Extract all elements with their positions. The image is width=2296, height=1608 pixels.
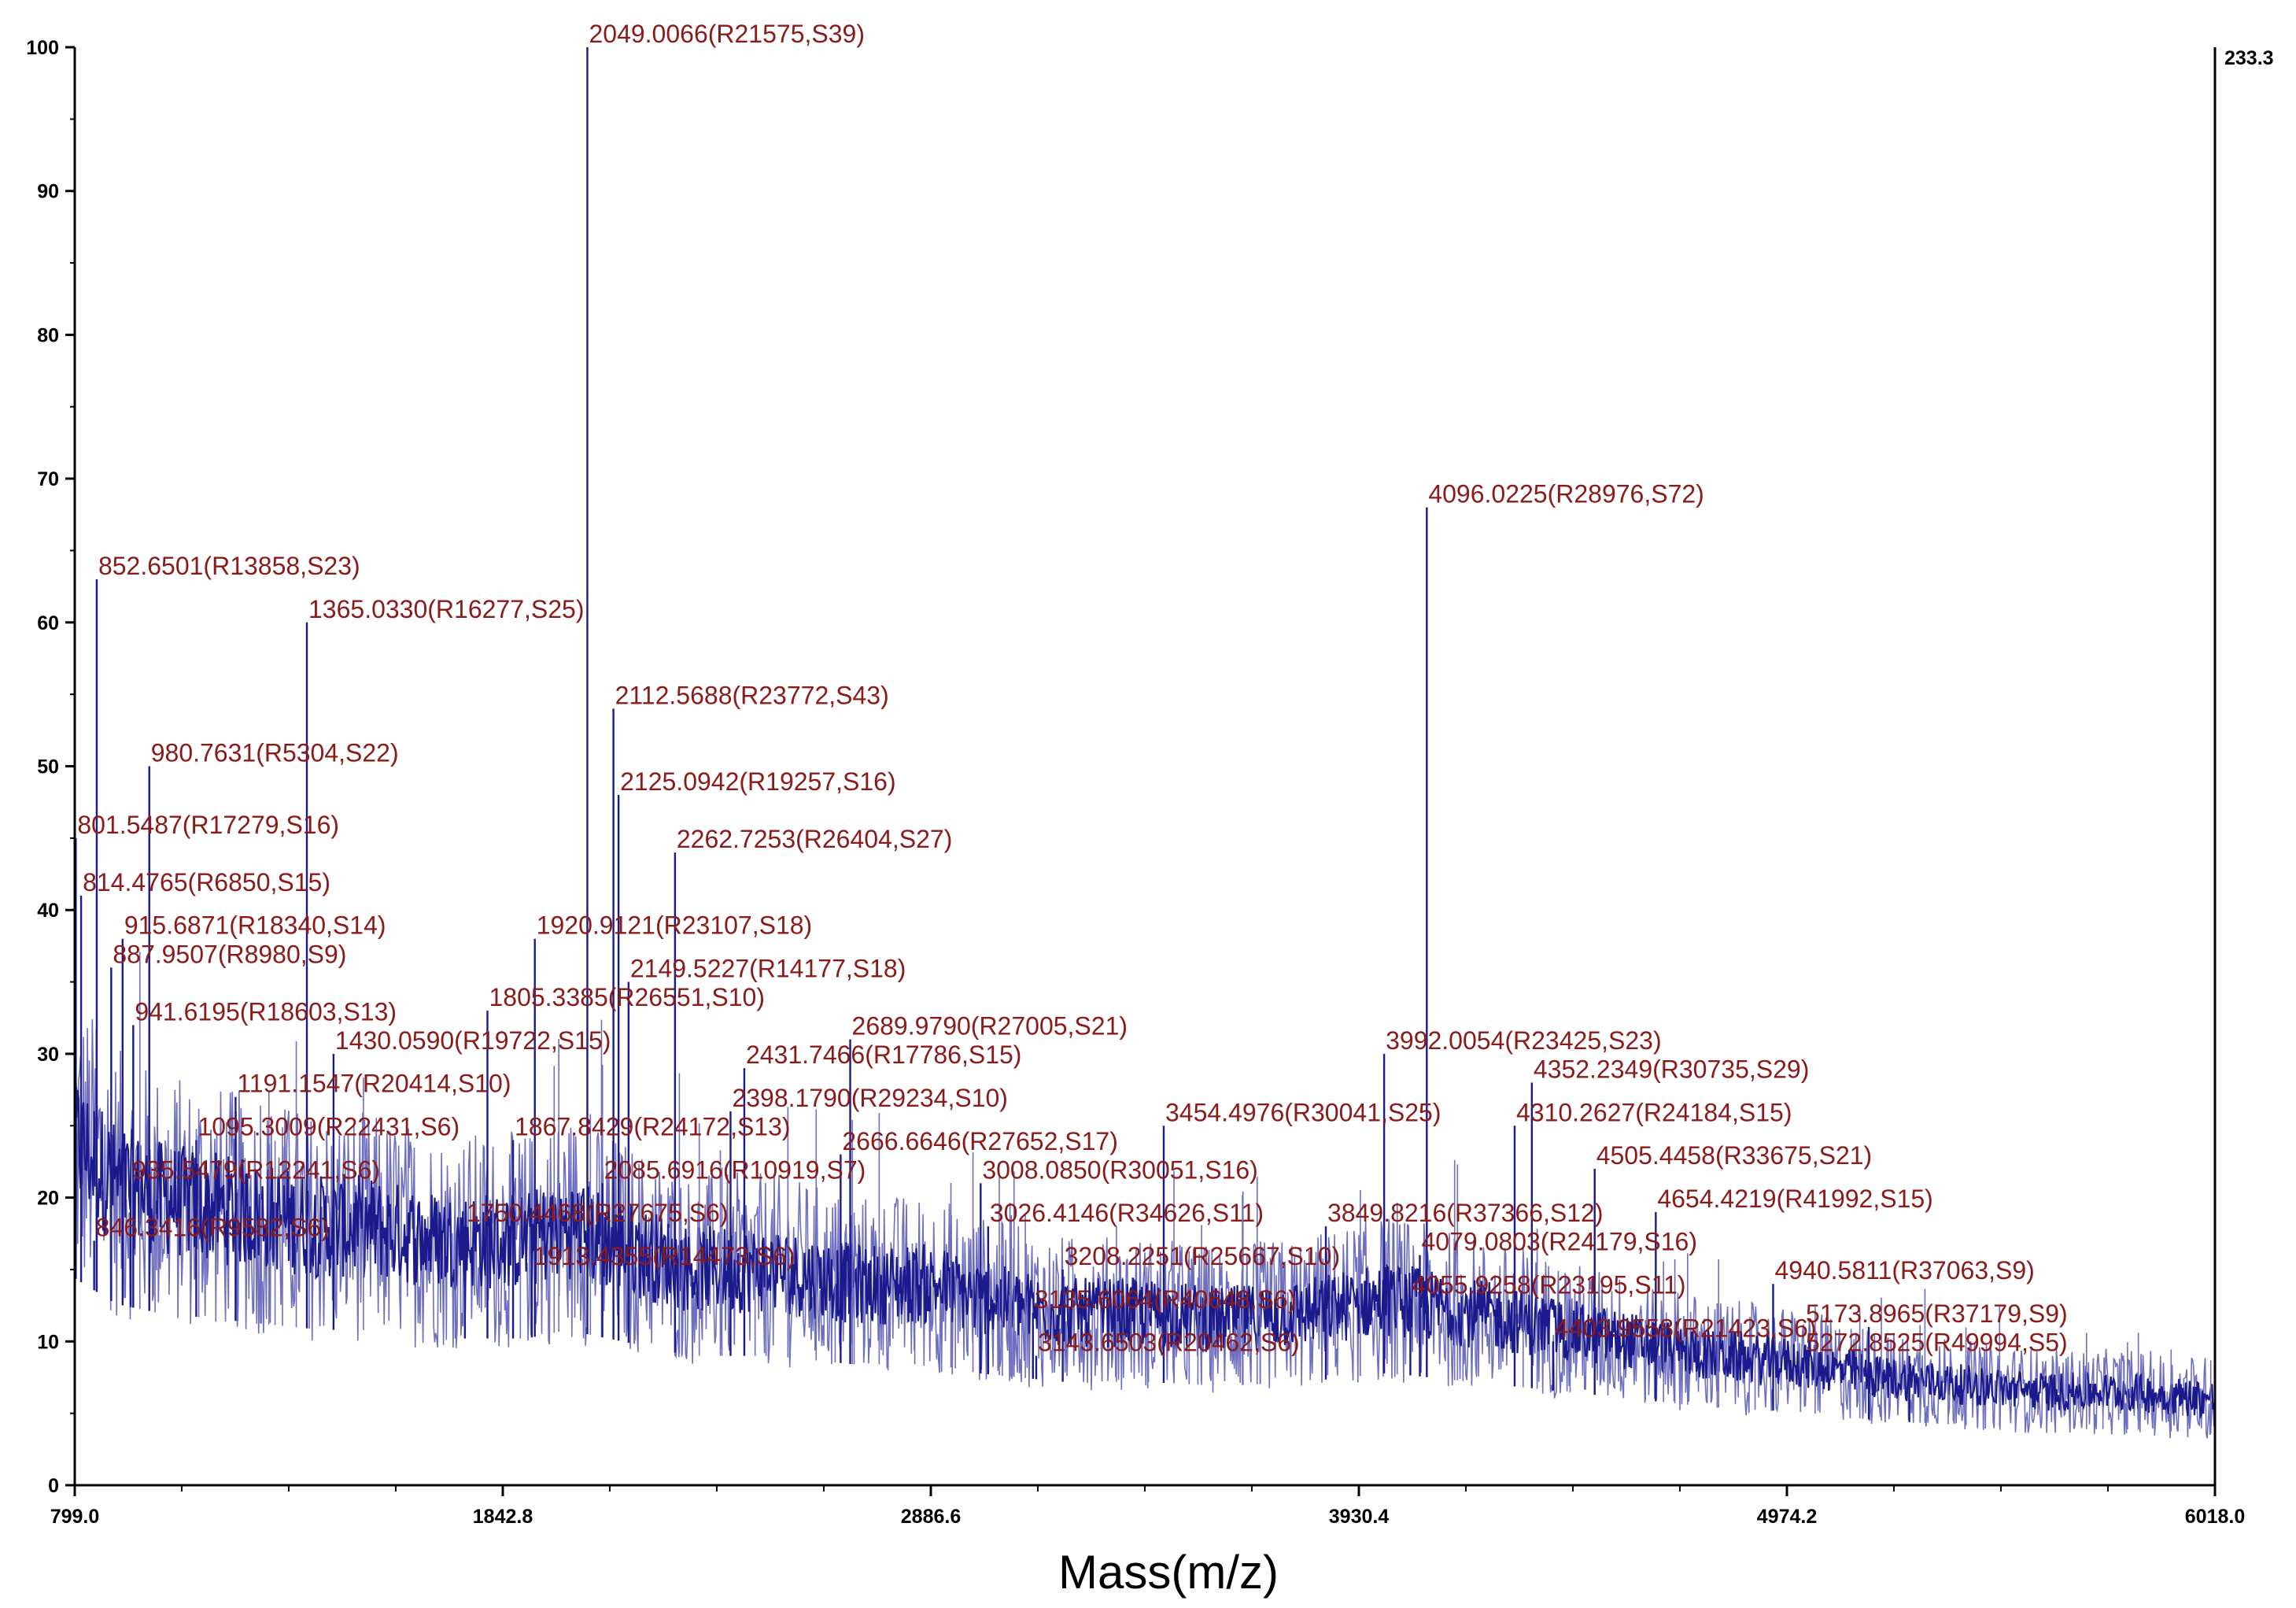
peak-label: 3208.2251(R25667,S10)	[1065, 1242, 1341, 1270]
peak-label: 3135.6064(R40648,S6)	[1035, 1285, 1297, 1314]
peak-label: 852.6501(R13858,S23)	[98, 552, 360, 580]
y-tick-label: 30	[37, 1044, 59, 1066]
spectrum-trace-dark	[73, 1071, 2217, 1420]
peak-label: 2666.6646(R27652,S17)	[842, 1127, 1118, 1155]
x-tick-label: 4974.2	[1757, 1506, 1817, 1528]
x-tick-label: 2886.6	[901, 1506, 961, 1528]
y-tick-label: 0	[48, 1475, 59, 1497]
x-tick-label: 799.0	[50, 1506, 100, 1528]
peak-label: 1750.4468(R27675,S6)	[467, 1199, 729, 1227]
peak-label: 1095.3009(R22431,S6)	[197, 1113, 460, 1141]
peak-label: 2125.0942(R19257,S16)	[620, 767, 896, 796]
peak-label: 915.6871(R18340,S14)	[124, 911, 386, 940]
peak-labels: 801.5487(R17279,S16) 814.4765(R6850,S15) 8…	[77, 20, 2067, 1357]
peak-label: 941.6195(R18603,S13)	[135, 997, 397, 1026]
y-ticks: 0 10 20 30 40 50 60 70 80 90 100	[26, 37, 75, 1497]
peak-label: 1920.9121(R23107,S18)	[537, 911, 813, 940]
peak-label: 2112.5688(R23772,S43)	[615, 681, 889, 709]
peak-label: 2049.0066(R21575,S39)	[589, 20, 865, 48]
peak-label: 5173.8965(R37179,S9)	[1806, 1299, 2068, 1328]
y-tick-label: 80	[37, 324, 59, 346]
peak-label: 4505.4458(R33675,S21)	[1596, 1141, 1873, 1170]
peak-label: 935.5479(R12241,S6)	[132, 1155, 380, 1184]
peak-label: 1867.8429(R24172,S13)	[515, 1113, 791, 1141]
peak-label: 3454.4976(R30041,S25)	[1165, 1098, 1441, 1126]
peak-label: 1805.3385(R26551,S10)	[489, 983, 765, 1011]
peak-label: 3008.0850(R30051,S16)	[982, 1155, 1258, 1184]
x-tick-label: 1842.8	[473, 1506, 533, 1528]
peak-label: 846.3416(R9582,S6)	[96, 1213, 330, 1241]
peak-label: 4352.2349(R30735,S29)	[1534, 1055, 1809, 1083]
peak-label: 3143.6503(R20462,S6)	[1038, 1329, 1300, 1357]
peak-label: 1430.0590(R19722,S15)	[335, 1026, 611, 1055]
peak-label: 3026.4146(R34626,S11)	[990, 1199, 1264, 1227]
peak-label: 2398.1790(R29234,S10)	[732, 1084, 1008, 1112]
peak-label: 814.4765(R6850,S15)	[83, 868, 330, 896]
peak-label: 4310.2627(R24184,S15)	[1516, 1098, 1792, 1126]
y-tick-label: 60	[37, 612, 59, 634]
peak-label: 1913.4355(R14473,S6)	[533, 1242, 795, 1270]
peak-label: 4096.0225(R28976,S72)	[1428, 480, 1704, 508]
x-tick-label: 3930.4	[1329, 1506, 1390, 1528]
peak-label: 2149.5227(R14177,S18)	[630, 955, 906, 983]
peak-label: 2262.7253(R26404,S27)	[677, 825, 952, 853]
spectrum-plot-area	[73, 47, 2217, 1439]
y-tick-label: 40	[37, 900, 59, 922]
x-axis-title: Mass(m/z)	[1058, 1546, 1279, 1599]
peak-label: 4403.9558(R21423,S6)	[1555, 1314, 1817, 1342]
y-tick-label: 20	[37, 1188, 59, 1210]
peak-label: 1191.1547(R20414,S10)	[237, 1070, 511, 1098]
peak-label: 3992.0054(R23425,S23)	[1386, 1026, 1661, 1055]
peak-label: 1365.0330(R16277,S25)	[308, 595, 585, 623]
peak-label: 5272.8525(R49994,S5)	[1806, 1329, 2068, 1357]
y-tick-label: 70	[37, 468, 59, 490]
peak-label: 2431.7466(R17786,S15)	[746, 1041, 1022, 1069]
y-tick-label: 100	[26, 37, 59, 59]
y-tick-label: 90	[37, 181, 59, 203]
peak-label: 887.9507(R8980,S9)	[113, 940, 346, 968]
peak-label: 2085.6916(R10919,S7)	[604, 1155, 866, 1184]
peak-label: 2689.9790(R27005,S21)	[852, 1012, 1128, 1041]
x-ticks: 799.0 1842.8 2886.6 3930.4 4974.2 6018.0	[50, 1485, 2245, 1528]
peak-label: 4079.0803(R24179,S16)	[1421, 1228, 1697, 1256]
max-intensity-label: 233.3	[2224, 47, 2274, 69]
x-tick-label: 6018.0	[2185, 1506, 2245, 1528]
peak-label: 4940.5811(R37063,S9)	[1774, 1256, 2034, 1285]
peak-label: 3849.8216(R37366,S12)	[1327, 1199, 1604, 1227]
peak-label: 4654.4219(R41992,S15)	[1657, 1185, 1933, 1213]
y-tick-label: 50	[37, 756, 59, 778]
y-tick-label: 10	[37, 1331, 59, 1353]
peak-label: 4055.9258(R23195,S11)	[1412, 1270, 1685, 1299]
peak-label: 980.7631(R5304,S22)	[151, 739, 399, 767]
peak-label: 801.5487(R17279,S16)	[77, 811, 339, 839]
